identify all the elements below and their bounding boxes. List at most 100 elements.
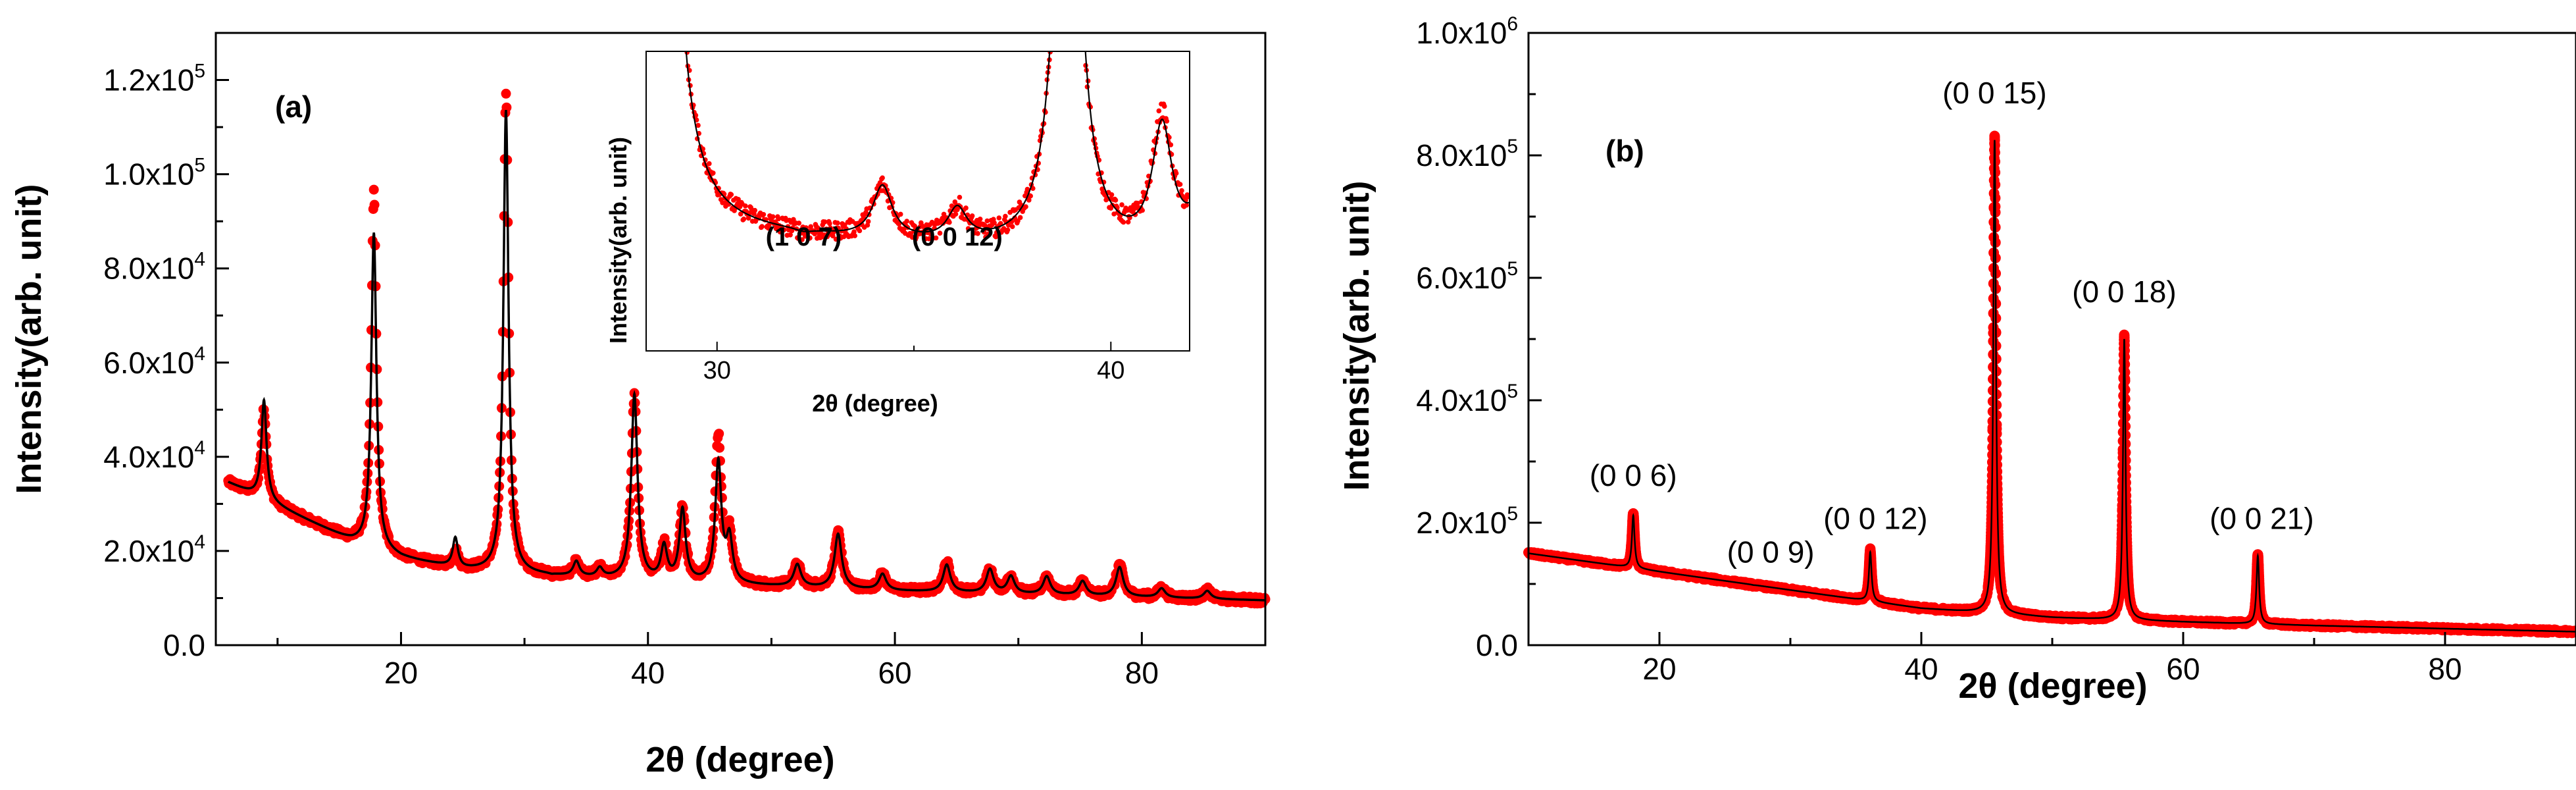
inset-point xyxy=(926,236,932,242)
inset-fit-line xyxy=(685,51,1190,233)
inset-point xyxy=(953,211,959,217)
inset-point xyxy=(1017,215,1023,221)
chart-a-xtick-label-3: 80 xyxy=(1125,656,1159,690)
inset-point xyxy=(937,230,943,236)
inset-point xyxy=(773,226,779,232)
chart-a-point xyxy=(715,442,725,453)
chart-a-point xyxy=(369,199,380,210)
inset-point xyxy=(828,225,833,231)
inset-point xyxy=(1173,171,1179,176)
inset-point xyxy=(949,203,955,209)
inset-point xyxy=(977,217,983,222)
chart-a-ylabel: Intensity(arb. unit) xyxy=(9,184,49,494)
inset-point xyxy=(776,216,781,222)
inset-point xyxy=(695,122,701,128)
inset-point xyxy=(1026,198,1032,203)
inset-point xyxy=(822,219,828,224)
inset-point xyxy=(736,197,741,202)
inset-point xyxy=(752,207,757,213)
inset-point xyxy=(720,200,725,205)
inset-point xyxy=(766,222,772,228)
inset-point xyxy=(796,221,801,226)
chart-a-frame xyxy=(215,32,1267,646)
inset-point xyxy=(1024,186,1030,192)
inset-point xyxy=(1113,198,1119,203)
inset-point xyxy=(1111,211,1117,217)
inset-point xyxy=(896,221,902,226)
inset-point xyxy=(1003,213,1008,219)
inset-ylabel: Intensity(arb. unit) xyxy=(605,137,632,344)
inset-point xyxy=(877,180,883,186)
inset-point xyxy=(897,211,903,217)
inset-point xyxy=(741,216,747,222)
inset-annotation-0: (1 0 7) xyxy=(766,223,842,251)
inset-point xyxy=(799,237,805,242)
inset-point xyxy=(1009,224,1015,230)
inset-point xyxy=(808,224,813,230)
inset-point xyxy=(933,235,939,241)
inset-point xyxy=(1109,192,1115,198)
inset-point xyxy=(1168,142,1174,147)
chart-a-ytick-label-1: 2.0x104 xyxy=(103,531,205,568)
inset-point xyxy=(728,192,734,198)
inset-point xyxy=(796,236,801,241)
chart-a-ytick-label-0: 0.0 xyxy=(163,628,205,662)
inset-point xyxy=(807,235,813,241)
inset-point xyxy=(743,203,748,209)
chart-a-ytick-label-2: 4.0x104 xyxy=(103,437,205,474)
chart-a-point xyxy=(501,102,512,113)
inset-point xyxy=(1023,204,1028,209)
chart-a-ytick-label-6: 1.2x105 xyxy=(103,61,205,97)
inset-point xyxy=(975,230,980,236)
inset-point xyxy=(965,226,971,232)
inset-point xyxy=(913,234,919,240)
chart-a-point xyxy=(1001,581,1012,592)
inset-point xyxy=(947,219,952,225)
chart-a-xlabel: 2θ (degree) xyxy=(645,740,834,779)
chart-a-ytick-label-4: 8.0x104 xyxy=(103,249,205,286)
chart-a-xtick-label-1: 40 xyxy=(631,656,665,690)
inset-point xyxy=(981,229,987,235)
inset-point xyxy=(761,212,767,217)
inset-point xyxy=(993,234,999,240)
inset-point xyxy=(880,175,885,181)
chart-a-inset: 30 40(1 0 7) (0 0 12) 2θ (degree) Intensit… xyxy=(605,51,1190,417)
chart-a-ytick-label-3: 6.0x104 xyxy=(103,343,205,380)
inset-point xyxy=(1156,108,1162,114)
chart-a-fit-line xyxy=(227,109,1265,602)
inset-point xyxy=(921,232,926,237)
inset-point xyxy=(865,219,871,224)
inset-point xyxy=(1005,227,1011,233)
inset-point xyxy=(781,227,787,233)
inset-point xyxy=(770,214,776,220)
inset-point xyxy=(1121,219,1126,225)
chart-a: 20 40 60 800.02.0x1044.0x1046.0x1048.0x1041… xyxy=(9,32,1271,779)
chart-b: 20 40 60 800.02.0x1054.0x1056.0x1058.0x1051… xyxy=(1337,13,2576,706)
inset-point xyxy=(957,194,963,200)
inset-point xyxy=(1140,207,1145,213)
inset-point xyxy=(985,232,991,237)
inset-point xyxy=(852,233,857,238)
inset-point xyxy=(1184,202,1189,208)
chart-a-point xyxy=(714,429,724,439)
inset-point xyxy=(1161,103,1167,109)
inset-xtick-label-0: 30 xyxy=(703,357,731,384)
chart-a-xtick-label-2: 60 xyxy=(878,656,911,690)
inset-point xyxy=(759,224,765,229)
inset-frame xyxy=(645,51,1190,352)
inset-point xyxy=(969,213,975,219)
inset-point xyxy=(996,215,1002,221)
inset-point xyxy=(745,215,751,221)
inset-point xyxy=(1186,194,1190,199)
inset-point xyxy=(992,220,997,226)
inset-point xyxy=(707,161,712,167)
inset-point xyxy=(994,230,999,236)
inset-point xyxy=(711,171,716,176)
inset-point xyxy=(984,218,990,224)
inset-point xyxy=(1164,118,1170,124)
chart-b-observed-points xyxy=(1523,130,2576,639)
inset-point xyxy=(1135,200,1140,206)
chart-a-point xyxy=(501,88,511,99)
inset-point xyxy=(857,228,863,234)
